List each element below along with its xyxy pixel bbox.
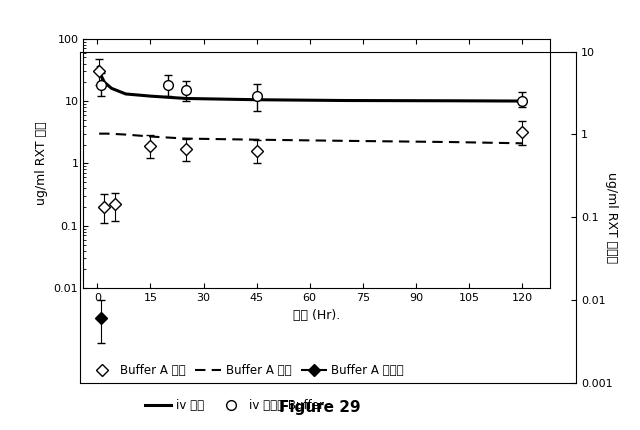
Y-axis label: ug/ml RXT 血漿: ug/ml RXT 血漿 — [35, 175, 48, 259]
Y-axis label: ug/ml RXT リンパ: ug/ml RXT リンパ — [605, 172, 618, 263]
Text: Figure 29: Figure 29 — [279, 400, 361, 415]
X-axis label: 時間 (Hr).: 時間 (Hr). — [305, 308, 351, 322]
